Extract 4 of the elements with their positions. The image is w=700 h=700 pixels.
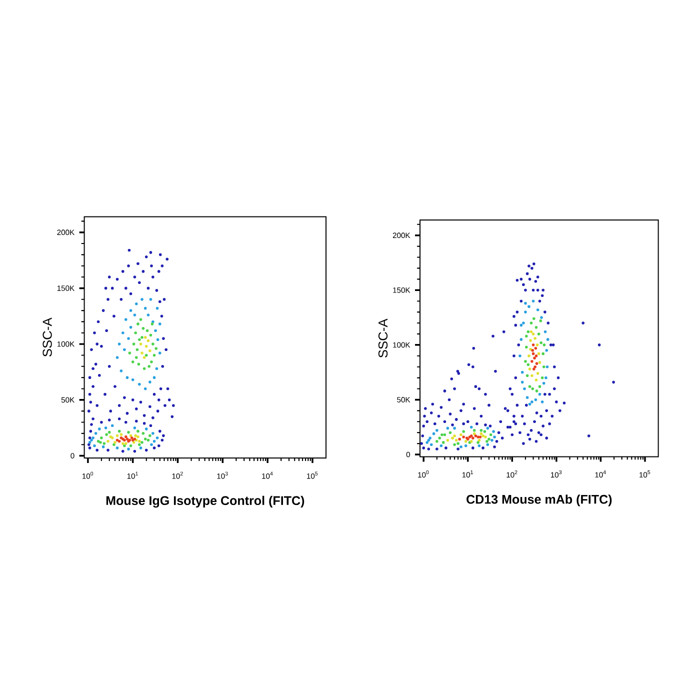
x-axis-title: CD13 Mouse mAb (FITC) [466, 494, 612, 506]
y-axis-title: SSC-A [378, 318, 388, 358]
x-axis-title: Mouse IgG Isotype Control (FITC) [106, 496, 304, 508]
y-axis-title: SSC-A [42, 318, 52, 357]
